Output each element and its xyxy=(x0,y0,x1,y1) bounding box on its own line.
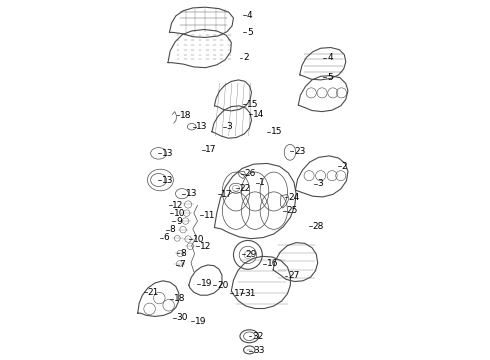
Text: 9: 9 xyxy=(176,217,182,225)
Text: 29: 29 xyxy=(245,250,257,259)
Text: 5: 5 xyxy=(247,28,252,37)
Text: 7: 7 xyxy=(179,260,185,269)
Text: 18: 18 xyxy=(180,111,192,120)
Text: 23: 23 xyxy=(294,147,305,156)
Text: 13: 13 xyxy=(186,189,197,198)
Text: 14: 14 xyxy=(253,110,264,119)
Text: 19: 19 xyxy=(201,279,213,288)
Text: 13: 13 xyxy=(196,122,208,131)
Text: 11: 11 xyxy=(204,211,215,220)
Text: 5: 5 xyxy=(327,73,333,82)
Text: 4: 4 xyxy=(247,11,252,20)
Text: 3: 3 xyxy=(318,179,323,188)
Text: 24: 24 xyxy=(288,193,299,202)
Text: 15: 15 xyxy=(247,100,258,109)
Text: 26: 26 xyxy=(245,169,256,178)
Text: 18: 18 xyxy=(174,294,185,303)
Text: 15: 15 xyxy=(271,127,282,136)
Text: 25: 25 xyxy=(286,207,298,215)
Text: 8: 8 xyxy=(180,249,186,258)
Text: 4: 4 xyxy=(327,53,333,62)
Text: 17: 17 xyxy=(221,190,233,199)
Text: 19: 19 xyxy=(195,317,206,325)
Text: 33: 33 xyxy=(253,346,265,355)
Text: 10: 10 xyxy=(174,209,186,217)
Text: 31: 31 xyxy=(245,289,256,298)
Text: 17: 17 xyxy=(233,289,245,298)
Text: 3: 3 xyxy=(226,122,232,131)
Text: 22: 22 xyxy=(240,184,251,193)
Text: 2: 2 xyxy=(243,53,249,62)
Text: 1: 1 xyxy=(259,179,265,188)
Text: 28: 28 xyxy=(313,222,324,231)
Text: 30: 30 xyxy=(176,313,188,322)
Text: 17: 17 xyxy=(205,145,217,154)
Text: 12: 12 xyxy=(172,201,184,210)
Text: 12: 12 xyxy=(200,242,211,251)
Text: 10: 10 xyxy=(193,235,204,243)
Text: 21: 21 xyxy=(148,288,159,297)
Text: 13: 13 xyxy=(162,149,173,158)
Text: 27: 27 xyxy=(288,271,299,280)
Text: 32: 32 xyxy=(252,332,264,341)
Text: 16: 16 xyxy=(267,259,278,268)
Text: 8: 8 xyxy=(170,225,175,234)
Text: 2: 2 xyxy=(342,162,347,171)
Text: 6: 6 xyxy=(163,233,169,242)
Text: 20: 20 xyxy=(217,281,228,290)
Text: 13: 13 xyxy=(162,176,173,185)
